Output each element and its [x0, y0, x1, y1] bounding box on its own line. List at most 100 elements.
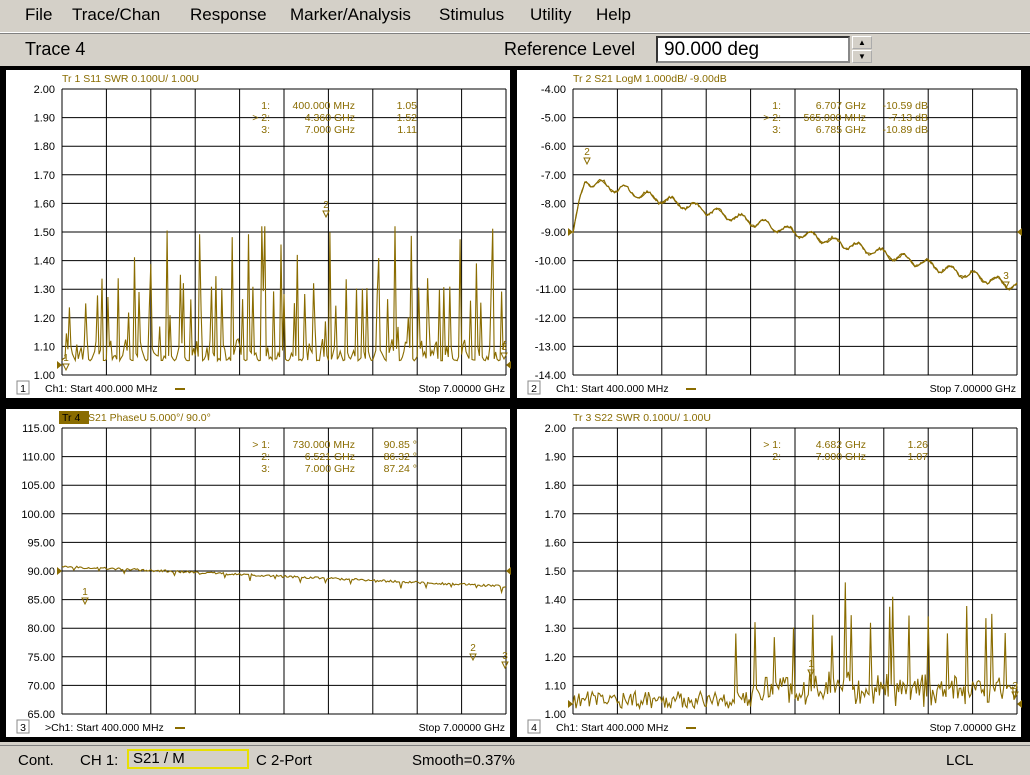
y-tick-label: 1.50 — [34, 227, 55, 239]
marker-value: 1.26 — [908, 439, 929, 451]
stop-frequency[interactable]: Stop 7.00000 GHz — [930, 383, 1016, 395]
active-trace-tab[interactable] — [59, 411, 89, 424]
reference-arrow-icon[interactable] — [57, 567, 62, 575]
trace-header[interactable]: Tr 4 — [62, 412, 80, 424]
y-tick-label: 80.00 — [27, 623, 55, 635]
trace-plot: Tr 3 S22 SWR 0.100U/ 1.00U 2.00 1.90 1.80 1.… — [516, 408, 1022, 738]
y-tick-label: 110.00 — [22, 452, 55, 464]
trace-plot: Tr 1 S11 SWR 0.100U/ 1.00U 2.00 1.90 1.80 1.… — [5, 69, 511, 399]
trace-header[interactable]: S21 PhaseU 5.000°/ 90.0° — [88, 412, 211, 424]
menu-response[interactable]: Response — [190, 5, 267, 24]
stop-frequency[interactable]: Stop 7.00000 GHz — [419, 722, 505, 734]
menu-bar: File Trace/Chan Response Marker/Analysis… — [0, 0, 1030, 33]
trace-line — [572, 582, 1018, 711]
y-tick-label: 115.00 — [22, 423, 55, 435]
marker-icon[interactable] — [501, 661, 509, 670]
marker-glyph-label: 1 — [808, 659, 814, 670]
marker-icon[interactable] — [807, 669, 815, 678]
reference-arrow-icon[interactable] — [568, 228, 573, 236]
marker-icon[interactable] — [583, 157, 591, 166]
reference-arrow-icon[interactable] — [1017, 228, 1022, 236]
y-tick-label: 95.00 — [27, 537, 55, 549]
y-tick-label: 1.20 — [545, 652, 566, 664]
marker-icon[interactable] — [81, 597, 89, 606]
marker-icon[interactable] — [1002, 281, 1010, 290]
marker-glyph-label: 1 — [63, 353, 69, 364]
y-tick-label: 1.90 — [34, 113, 55, 125]
y-tick-label: -9.00 — [541, 227, 566, 239]
spin-down-icon[interactable]: ▼ — [852, 50, 872, 63]
measurement-parameter[interactable]: S21 / M — [127, 749, 249, 769]
reference-arrow-icon[interactable] — [1017, 700, 1022, 708]
marker-number: 3: — [261, 463, 270, 475]
trace-window-4[interactable]: Tr 3 S22 SWR 0.100U/ 1.00U 2.00 1.90 1.80 1.… — [516, 408, 1022, 738]
marker-stimulus: 565.000 MHz — [804, 112, 866, 124]
y-tick-label: 70.00 — [27, 680, 55, 692]
reference-arrow-icon[interactable] — [568, 700, 573, 708]
menu-marker-analysis[interactable]: Marker/Analysis — [290, 5, 411, 24]
reference-arrow-icon[interactable] — [57, 361, 62, 369]
start-frequency[interactable]: >Ch1: Start 400.000 MHz — [45, 722, 164, 734]
menu-utility[interactable]: Utility — [530, 5, 572, 24]
y-tick-label: 1.20 — [34, 313, 55, 325]
y-tick-label: -10.00 — [535, 256, 566, 268]
menu-trace-chan[interactable]: Trace/Chan — [72, 5, 161, 24]
marker-icon[interactable] — [322, 210, 330, 219]
menu-file[interactable]: File — [25, 5, 53, 24]
reference-arrow-icon[interactable] — [506, 361, 511, 369]
smoothing-status[interactable]: Smooth=0.37% — [412, 752, 515, 769]
y-tick-label: -13.00 — [535, 341, 566, 353]
reference-level-input[interactable]: 90.000 deg — [656, 36, 850, 63]
marker-icon[interactable] — [500, 352, 508, 361]
start-frequency[interactable]: Ch1: Start 400.000 MHz — [556, 383, 669, 395]
window-number: 2 — [531, 383, 537, 395]
reference-arrow-icon[interactable] — [506, 567, 511, 575]
menu-help[interactable]: Help — [596, 5, 631, 24]
trace-header[interactable]: Tr 1 S11 SWR 0.100U/ 1.00U — [62, 73, 199, 85]
spin-up-icon[interactable]: ▲ — [852, 36, 872, 49]
stop-frequency[interactable]: Stop 7.00000 GHz — [419, 383, 505, 395]
channel-window: Tr 1 S11 SWR 0.100U/ 1.00U 2.00 1.90 1.80 1.… — [0, 66, 1030, 742]
marker-value: -10.89 dB — [882, 124, 928, 136]
marker-icon[interactable] — [1011, 691, 1019, 700]
reference-level-label: Reference Level — [504, 39, 636, 59]
trace-window-2[interactable]: Tr 2 S21 LogM 1.000dB/ -9.00dB -4.00 -5.00… — [516, 69, 1022, 399]
start-frequency[interactable]: Ch1: Start 400.000 MHz — [556, 722, 669, 734]
marker-icon[interactable] — [469, 653, 477, 662]
marker-value: 87.24 ° — [384, 463, 417, 475]
marker-value: 86.32 ° — [384, 451, 417, 463]
marker-stimulus: 400.000 MHz — [293, 100, 355, 112]
marker-glyph-label: 1 — [82, 587, 88, 598]
trace-header[interactable]: Tr 2 S21 LogM 1.000dB/ -9.00dB — [573, 73, 727, 85]
trace-header[interactable]: Tr 3 S22 SWR 0.100U/ 1.00U — [573, 412, 711, 424]
marker-stimulus: 6.521 GHz — [305, 451, 355, 463]
y-tick-label: 2.00 — [34, 84, 55, 96]
stop-frequency[interactable]: Stop 7.00000 GHz — [930, 722, 1016, 734]
marker-stimulus: 730.000 MHz — [293, 439, 355, 451]
trace-line — [61, 226, 507, 363]
start-frequency[interactable]: Ch1: Start 400.000 MHz — [45, 383, 158, 395]
y-tick-label: 85.00 — [27, 595, 55, 607]
marker-number: > 1: — [252, 439, 270, 451]
y-tick-label: -14.00 — [535, 370, 566, 382]
marker-stimulus: 6.785 GHz — [816, 124, 866, 136]
trace-plot: Tr 4 S21 PhaseU 5.000°/ 90.0° 115.00 110.0… — [5, 408, 511, 738]
trace-plot: Tr 2 S21 LogM 1.000dB/ -9.00dB -4.00 -5.00… — [516, 69, 1022, 399]
trace-window-3[interactable]: Tr 4 S21 PhaseU 5.000°/ 90.0° 115.00 110.0… — [5, 408, 511, 738]
y-tick-label: 1.70 — [34, 170, 55, 182]
marker-stimulus: 4.682 GHz — [816, 439, 866, 451]
marker-icon[interactable] — [62, 363, 70, 372]
trace-line — [61, 565, 507, 595]
status-bar: Cont. CH 1: S21 / M C 2-Port Smooth=0.37… — [0, 745, 1030, 775]
y-tick-label: 1.60 — [545, 537, 566, 549]
menu-stimulus[interactable]: Stimulus — [439, 5, 505, 24]
calibration-status[interactable]: C 2-Port — [256, 752, 312, 769]
window-number-box — [16, 719, 30, 734]
trace-window-1[interactable]: Tr 1 S11 SWR 0.100U/ 1.00U 2.00 1.90 1.80 1.… — [5, 69, 511, 399]
window-number-box — [527, 719, 541, 734]
sweep-mode[interactable]: Cont. — [18, 752, 54, 769]
y-tick-label: 105.00 — [21, 480, 55, 492]
marker-glyph-label: 3 — [502, 651, 508, 662]
y-tick-label: 65.00 — [27, 709, 55, 721]
marker-value: 1.05 — [397, 100, 418, 112]
